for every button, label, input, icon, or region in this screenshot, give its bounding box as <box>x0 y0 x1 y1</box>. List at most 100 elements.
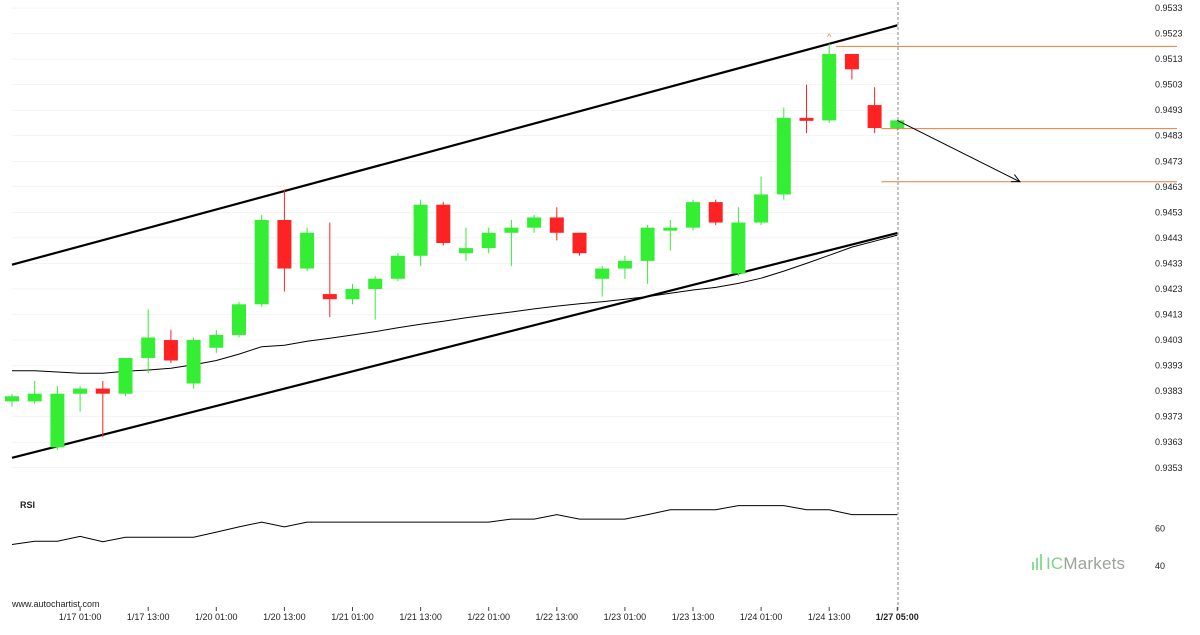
brand-bars-icon <box>1032 554 1042 570</box>
time-tick-label: 1/27 05:00 <box>876 612 919 622</box>
candle-body <box>617 260 632 269</box>
time-tick-label: 1/17 01:00 <box>59 612 102 622</box>
candle-body <box>844 53 859 70</box>
candle-body <box>663 227 678 231</box>
candle <box>731 207 746 277</box>
candle <box>504 220 519 266</box>
candle-body <box>277 220 292 269</box>
pattern-marker: ^ <box>827 32 832 42</box>
candle-body <box>776 117 791 195</box>
candle-body <box>322 294 337 300</box>
candle-body <box>141 337 156 358</box>
price-tick-label: 0.9353 <box>1155 463 1183 473</box>
candle-body <box>5 396 19 402</box>
candle <box>436 202 451 246</box>
time-tick-label: 1/20 13:00 <box>263 612 306 622</box>
candle-body <box>527 217 542 228</box>
candle-body <box>300 232 315 269</box>
price-tick-label: 0.9393 <box>1155 361 1183 371</box>
price-tick-label: 0.9473 <box>1155 156 1183 166</box>
candle <box>481 227 496 254</box>
candle <box>209 329 224 353</box>
candle <box>549 207 564 241</box>
price-tick-label: 0.9463 <box>1155 182 1183 192</box>
time-tick-label: 1/23 13:00 <box>672 612 715 622</box>
candle <box>459 227 473 261</box>
forecast <box>897 119 1021 183</box>
price-axis: 0.9533 0.9523 0.9513 0.9503 0.9493 0.9483 0.94… <box>1155 3 1183 473</box>
time-tick-label: 1/24 13:00 <box>808 612 851 622</box>
candle <box>95 380 110 438</box>
candle <box>640 225 655 284</box>
brand-suffix: Markets <box>1063 554 1125 573</box>
candle-body <box>822 53 837 121</box>
candle <box>73 386 88 412</box>
candle <box>163 329 178 364</box>
candle <box>254 214 269 307</box>
candle <box>50 386 65 450</box>
candle-body <box>163 340 178 361</box>
candle <box>708 199 723 226</box>
candle <box>186 337 201 389</box>
forecast-arrowhead <box>1010 174 1021 183</box>
candle-body <box>754 194 769 223</box>
rsi-line <box>11 505 898 545</box>
price-tick-label: 0.9433 <box>1155 258 1183 268</box>
rsi-panel: RSI 60 40 <box>11 500 1165 571</box>
moving-average-line <box>12 234 898 374</box>
candle <box>322 222 337 318</box>
time-tick-label: 1/22 01:00 <box>467 612 510 622</box>
brand-name: ICMarkets <box>1046 554 1125 573</box>
candle <box>686 199 700 231</box>
candle <box>754 176 769 226</box>
candle-body <box>413 204 428 256</box>
candle-body <box>572 232 587 254</box>
time-tick-label: 1/17 13:00 <box>127 612 170 622</box>
candle-body <box>504 227 519 233</box>
candle-body <box>708 202 723 223</box>
channel-lower-line <box>11 231 898 459</box>
trend-channel <box>11 24 898 459</box>
price-tick-label: 0.9383 <box>1155 386 1183 396</box>
price-tick-label: 0.9403 <box>1155 335 1183 345</box>
rsi-tick-label: 40 <box>1155 561 1165 571</box>
candle <box>799 84 814 134</box>
candle <box>776 107 791 200</box>
candle <box>277 189 292 292</box>
candle <box>572 232 587 256</box>
forecast-arrow-line <box>897 119 1021 183</box>
price-tick-label: 0.9443 <box>1155 233 1183 243</box>
candle <box>890 120 905 131</box>
candle <box>368 276 383 320</box>
candle <box>27 380 42 404</box>
channel-upper-line <box>11 24 898 266</box>
price-tick-label: 0.9513 <box>1155 54 1183 64</box>
price-tick-label: 0.9503 <box>1155 80 1183 90</box>
candle-body <box>50 393 65 448</box>
price-tick-label: 0.9373 <box>1155 412 1183 422</box>
price-tick-label: 0.9453 <box>1155 207 1183 217</box>
candle <box>5 393 19 407</box>
candle-body <box>232 304 246 335</box>
candle-body <box>549 217 564 233</box>
source-credit: www.autochartist.com <box>11 599 100 609</box>
candle <box>867 87 882 134</box>
brand-prefix: IC <box>1046 554 1063 573</box>
candle <box>413 199 428 266</box>
price-levels: ^ <box>827 2 1177 610</box>
candle <box>663 220 678 251</box>
candle-body <box>95 388 110 394</box>
price-tick-label: 0.9523 <box>1155 29 1183 39</box>
candle <box>595 265 610 297</box>
price-tick-label: 0.9423 <box>1155 284 1183 294</box>
rsi-label: RSI <box>20 500 35 510</box>
price-tick-label: 0.9363 <box>1155 437 1183 447</box>
candle-body <box>799 117 814 121</box>
candle-body <box>345 288 360 300</box>
candle-body <box>254 220 269 305</box>
time-axis: 1/17 01:00 1/17 13:00 1/20 01:00 1/20 13:00… <box>59 607 919 622</box>
candle-body <box>186 340 201 384</box>
candle-body <box>368 278 383 289</box>
candle <box>527 214 542 233</box>
